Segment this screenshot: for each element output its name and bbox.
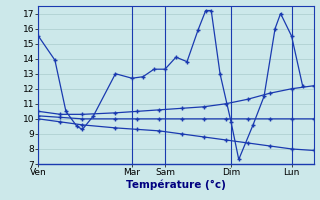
X-axis label: Température (°c): Température (°c) xyxy=(126,180,226,190)
